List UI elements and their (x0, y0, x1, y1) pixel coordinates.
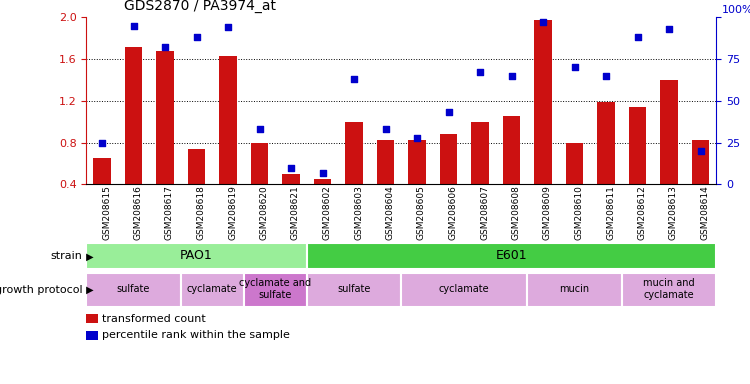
Point (96, 139, 108, 146)
Text: sulfate: sulfate (117, 284, 150, 294)
Text: GSM208602: GSM208602 (322, 185, 332, 240)
Bar (527, 273, 622, 307)
Point (474, 70, 486, 76)
Text: sulfate: sulfate (338, 284, 370, 294)
Bar (282, 174, 300, 226)
Text: GSM208605: GSM208605 (417, 185, 426, 240)
Text: cyclamate and
sulfate: cyclamate and sulfate (239, 278, 311, 300)
Bar (251, 142, 268, 226)
Bar (86, 331, 98, 340)
Text: GSM208619: GSM208619 (228, 185, 237, 240)
Bar (307, 273, 401, 307)
Bar (660, 80, 678, 226)
Bar (692, 141, 709, 226)
Point (506, 73, 518, 79)
Bar (440, 134, 458, 226)
Text: GSM208611: GSM208611 (606, 185, 615, 240)
Point (694, 148, 706, 154)
Text: GSM208618: GSM208618 (196, 185, 206, 240)
Bar (622, 273, 716, 307)
Point (159, 44, 171, 50)
Text: GSM208621: GSM208621 (291, 185, 300, 240)
Text: GSM208616: GSM208616 (134, 185, 142, 240)
Bar (86, 314, 98, 323)
Bar (124, 46, 142, 226)
Text: transformed count: transformed count (102, 314, 206, 324)
Bar (93, 158, 111, 226)
Bar (566, 142, 584, 226)
Text: GDS2870 / PA3974_at: GDS2870 / PA3974_at (124, 0, 276, 13)
Text: strain: strain (51, 251, 82, 262)
Text: GSM208608: GSM208608 (512, 185, 520, 240)
Text: GSM208617: GSM208617 (165, 185, 174, 240)
Bar (345, 122, 363, 226)
Text: GSM208620: GSM208620 (260, 185, 268, 240)
Bar (534, 20, 552, 226)
Point (222, 24, 234, 30)
Point (348, 76, 360, 82)
Text: mucin: mucin (560, 284, 590, 294)
Text: GSM208604: GSM208604 (386, 185, 394, 240)
Bar (188, 149, 206, 226)
Bar (471, 122, 489, 226)
Text: cyclamate: cyclamate (187, 284, 238, 294)
Text: cyclamate: cyclamate (439, 284, 490, 294)
Point (442, 109, 454, 116)
Text: growth protocol: growth protocol (0, 285, 82, 295)
Text: GSM208603: GSM208603 (354, 185, 363, 240)
Bar (86, 243, 307, 269)
Text: GSM208610: GSM208610 (574, 185, 584, 240)
Text: GSM208606: GSM208606 (448, 185, 458, 240)
Text: 100%: 100% (722, 5, 750, 15)
Text: GSM208613: GSM208613 (669, 185, 678, 240)
Point (600, 73, 612, 79)
Point (411, 134, 423, 141)
Text: GSM208612: GSM208612 (638, 185, 646, 240)
Bar (597, 102, 615, 226)
Text: ▶: ▶ (83, 251, 94, 262)
Point (568, 65, 580, 71)
Text: GSM208607: GSM208607 (480, 185, 489, 240)
Bar (181, 273, 244, 307)
Text: GSM208615: GSM208615 (102, 185, 111, 240)
Text: GSM208609: GSM208609 (543, 185, 552, 240)
Bar (408, 141, 426, 226)
Text: percentile rank within the sample: percentile rank within the sample (102, 330, 290, 340)
Point (316, 170, 328, 176)
Bar (503, 116, 520, 226)
Text: mucin and
cyclamate: mucin and cyclamate (644, 278, 694, 300)
Bar (86, 273, 181, 307)
Text: ▶: ▶ (83, 285, 94, 295)
Bar (628, 107, 646, 226)
Bar (401, 273, 527, 307)
Text: PAO1: PAO1 (180, 249, 213, 262)
Text: E601: E601 (496, 249, 527, 262)
Bar (376, 141, 394, 226)
Point (254, 126, 266, 132)
Bar (307, 243, 716, 269)
Point (663, 26, 675, 32)
Point (632, 34, 644, 40)
Point (190, 34, 202, 40)
Point (285, 165, 297, 171)
Point (128, 23, 140, 29)
Text: GSM208614: GSM208614 (700, 185, 709, 240)
Bar (219, 56, 237, 226)
Bar (244, 273, 307, 307)
Bar (314, 179, 332, 226)
Bar (156, 51, 174, 226)
Point (380, 126, 392, 132)
Point (537, 19, 549, 25)
